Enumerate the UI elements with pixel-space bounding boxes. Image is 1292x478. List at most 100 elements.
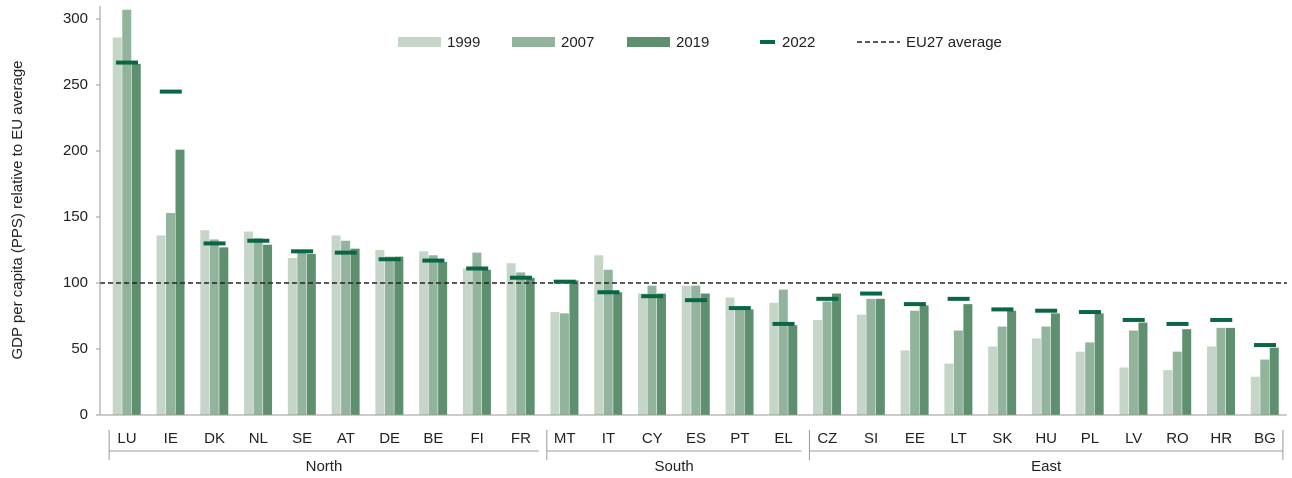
bar <box>944 363 954 415</box>
marker-2022 <box>159 89 182 94</box>
x-tick-label: DK <box>204 430 225 447</box>
bar <box>988 346 998 415</box>
marker-2022 <box>466 266 489 271</box>
bar <box>910 310 920 415</box>
bar <box>875 298 885 415</box>
x-tick-label: RO <box>1166 430 1189 447</box>
bar <box>769 302 779 415</box>
bar <box>1216 327 1226 415</box>
bar <box>1260 359 1270 415</box>
bar <box>394 256 404 415</box>
marker-2022 <box>772 321 795 326</box>
x-tick-label: FR <box>511 430 531 447</box>
y-axis-label: GDP per capita (PPS) relative to EU aver… <box>9 60 26 359</box>
bar <box>253 238 263 415</box>
bar <box>725 297 735 415</box>
marker-2022 <box>291 249 314 254</box>
bar <box>613 292 623 415</box>
bar <box>525 277 535 415</box>
bar <box>1041 326 1051 415</box>
bar <box>297 252 307 415</box>
group-label: East <box>1031 458 1062 475</box>
bar <box>559 313 569 415</box>
marker-2022 <box>641 294 664 299</box>
x-tick-label: BG <box>1254 430 1276 447</box>
y-tick-label: 250 <box>63 76 88 93</box>
y-tick-label: 100 <box>63 274 88 291</box>
bar <box>681 285 691 415</box>
bar <box>735 306 745 415</box>
bar <box>900 350 910 415</box>
bar <box>209 239 219 415</box>
bar <box>516 272 526 415</box>
bar <box>822 301 832 415</box>
x-tick-label: CZ <box>817 430 837 447</box>
bar <box>1085 342 1095 415</box>
bar <box>219 247 229 415</box>
bar <box>131 63 141 415</box>
bar <box>166 213 176 415</box>
bar <box>200 230 210 415</box>
legend-label: 2007 <box>561 34 594 51</box>
x-tick-label: LU <box>117 430 136 447</box>
marker-2022 <box>116 60 138 65</box>
bar <box>1050 313 1060 415</box>
bar <box>263 244 273 415</box>
bar <box>331 235 341 415</box>
y-tick-label: 150 <box>63 208 88 225</box>
bar <box>384 256 394 415</box>
bar <box>953 330 963 415</box>
bar <box>778 289 788 415</box>
bar <box>341 240 351 415</box>
x-tick-label: CY <box>642 430 663 447</box>
x-tick-label: EL <box>774 430 792 447</box>
bar <box>122 9 132 415</box>
bar <box>1250 376 1260 415</box>
y-tick-label: 0 <box>80 406 88 423</box>
x-tick-label: PL <box>1081 430 1099 447</box>
bar <box>919 305 929 415</box>
x-tick-label: HU <box>1035 430 1057 447</box>
legend-swatch <box>398 37 441 47</box>
bar <box>647 285 657 415</box>
x-tick-label: IE <box>164 430 178 447</box>
x-tick-label: BE <box>423 430 443 447</box>
bar <box>866 298 876 415</box>
legend-label: 1999 <box>447 34 480 51</box>
bar <box>1007 310 1017 415</box>
bar <box>1163 370 1173 415</box>
bar <box>350 248 360 415</box>
x-tick-label: NL <box>249 430 268 447</box>
group-label: South <box>655 458 694 475</box>
x-tick-label: SI <box>864 430 878 447</box>
x-tick-label: IT <box>602 430 615 447</box>
bar <box>375 250 385 415</box>
legend-swatch <box>512 37 555 47</box>
bar <box>594 255 604 415</box>
marker-2022 <box>378 257 401 262</box>
bar <box>700 293 710 415</box>
marker-2022 <box>334 250 357 255</box>
bar <box>963 304 973 415</box>
bar <box>419 251 429 415</box>
bar <box>691 285 701 415</box>
legend-label: 2019 <box>676 34 709 51</box>
x-tick-label: LT <box>950 430 966 447</box>
marker-2022 <box>247 238 270 243</box>
bar <box>287 257 297 415</box>
bar <box>788 325 798 415</box>
bar <box>1269 347 1279 415</box>
x-tick-label: EE <box>905 430 925 447</box>
bar <box>1138 322 1148 415</box>
marker-2022 <box>597 290 620 295</box>
bar <box>112 37 122 415</box>
marker-2022 <box>1078 310 1101 315</box>
bar <box>603 269 613 415</box>
marker-2022 <box>553 279 576 284</box>
bar <box>997 326 1007 415</box>
marker-2022 <box>422 258 445 263</box>
x-tick-label: LV <box>1125 430 1142 447</box>
bar <box>1119 367 1129 415</box>
bar <box>569 280 579 415</box>
